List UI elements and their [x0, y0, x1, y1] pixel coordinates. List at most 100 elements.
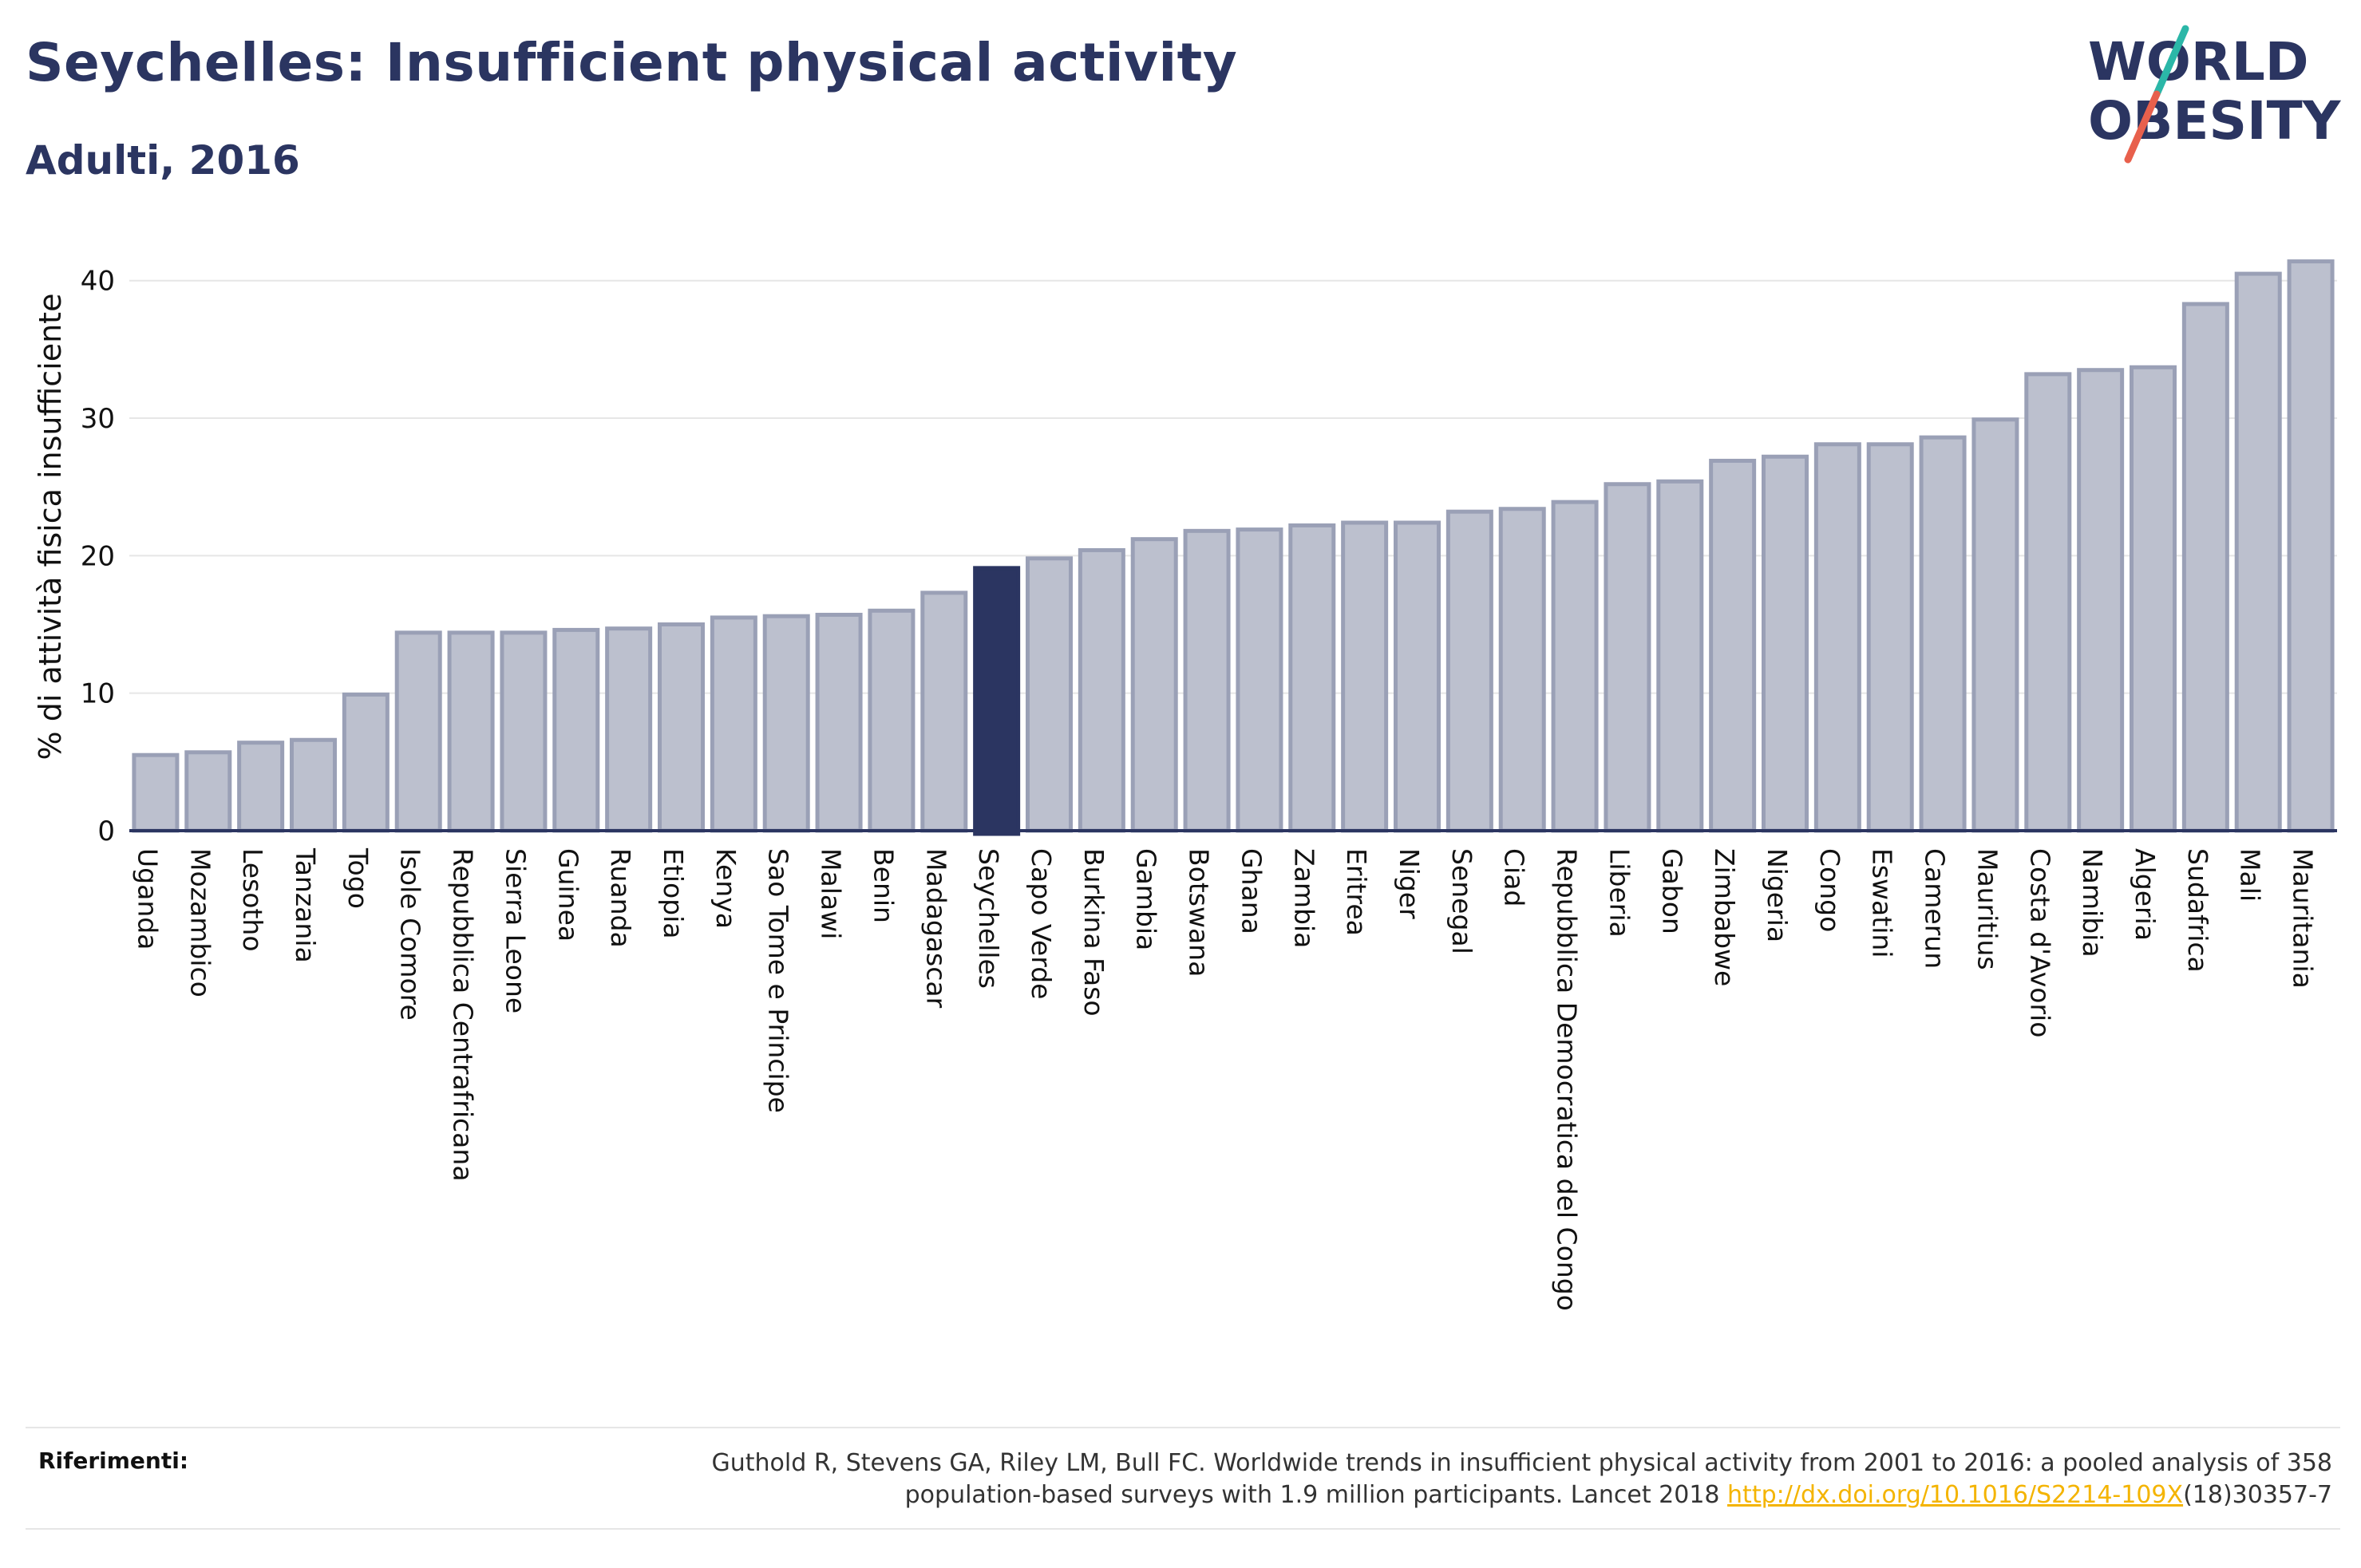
category-labels: Uganda Mozambico Lesotho Tanzania Togo Isole …: [132, 847, 2318, 1311]
references-text: Guthold R, Stevens GA, Riley LM, Bull FC…: [496, 1448, 2332, 1511]
bar-mauritania: [2287, 259, 2335, 833]
bar-mali: [2234, 271, 2282, 833]
x-tick-label: Mauritius: [1971, 848, 2003, 970]
x-tick-label: Costa d'Avorio: [2024, 848, 2055, 1037]
x-tick-label: Madagascar: [920, 848, 951, 1009]
x-tick-label: Togo: [342, 847, 374, 909]
y-axis-label: % di attività fisica insufficiente: [33, 294, 68, 760]
bar-guinea: [552, 627, 600, 833]
bar-zambia: [1288, 523, 1336, 833]
bar-eritrea: [1341, 520, 1389, 833]
x-tick-label: Uganda: [132, 848, 163, 950]
x-tick-label: Namibia: [2077, 848, 2108, 958]
bar-ciad: [1498, 507, 1546, 833]
x-tick-label: Nigeria: [1762, 848, 1793, 942]
x-tick-label: Lesotho: [237, 848, 268, 952]
bar-congo: [1813, 442, 1861, 833]
x-tick-label: Congo: [1814, 848, 1845, 932]
bar-etiopia: [657, 622, 706, 833]
x-tick-label: Camerun: [1920, 848, 1951, 969]
doi-link[interactable]: http://dx.doi.org/10.1016/S2214-109X: [1727, 1481, 2184, 1509]
bar-capo-verde: [1025, 556, 1074, 833]
x-tick-label: Tanzania: [290, 847, 321, 963]
x-tick-label: Mali: [2235, 848, 2266, 902]
x-tick-label: Mauritania: [2288, 848, 2319, 989]
bar-eswatini: [1866, 442, 1914, 833]
bar-chart: 0 10 20 30 40 Uganda Mozambico Lesotho Tanzania…: [33, 259, 2337, 1311]
bar-camerun: [1919, 435, 1967, 833]
x-tick-label: Burkina Faso: [1078, 848, 1109, 1017]
bar-sao-tome-e-principe: [762, 614, 810, 833]
x-tick-label: Repubblica Democratica del Congo: [1552, 848, 1583, 1311]
bar-costa-d-avorio: [2024, 372, 2072, 833]
bar-ghana: [1236, 527, 1283, 833]
bar-isole-comore: [394, 630, 442, 833]
bar-mozambico: [184, 750, 232, 833]
x-tick-label: Seychelles: [973, 848, 1004, 989]
x-tick-label: Sierra Leone: [500, 848, 531, 1013]
chart-title: Seychelles: Insufficient physical activi…: [26, 32, 1238, 93]
x-tick-label: Kenya: [710, 848, 742, 929]
x-tick-label: Gambia: [1131, 848, 1162, 950]
reference-line-2-suffix: (18)30357-7: [2183, 1481, 2332, 1509]
x-tick-label: Ghana: [1236, 848, 1267, 934]
bar-burkina-faso: [1078, 547, 1125, 833]
references-label: Riferimenti:: [38, 1448, 189, 1474]
x-tick-label: Isole Comore: [395, 848, 426, 1021]
bar-liberia: [1604, 482, 1651, 833]
bar-repubblica-centrafricana: [447, 630, 495, 833]
x-tick-label: Capo Verde: [1026, 848, 1057, 999]
y-tick-label: 0: [97, 816, 115, 847]
y-tick-label: 10: [81, 678, 115, 710]
x-tick-label: Malawi: [816, 848, 847, 939]
x-tick-label: Zambia: [1288, 848, 1319, 948]
logo-text-obesity: OBESITY: [2088, 90, 2342, 152]
bar-malawi: [815, 612, 863, 833]
x-tick-label: Guinea: [552, 848, 583, 942]
x-tick-label: Mozambico: [184, 848, 216, 997]
bar-niger: [1393, 520, 1442, 833]
logo-text-world: WORLD: [2088, 31, 2309, 93]
logo-slash-red: [2124, 90, 2161, 164]
bar-benin: [868, 608, 916, 833]
x-tick-label: Eswatini: [1867, 848, 1898, 958]
x-tick-label: Niger: [1394, 848, 1425, 919]
bar-gabon: [1656, 479, 1704, 833]
x-tick-label: Etiopia: [658, 848, 689, 939]
logo-slash-teal: [2153, 25, 2189, 98]
bar-lesotho: [237, 741, 285, 833]
bar-ruanda: [605, 626, 653, 833]
x-tick-label: Gabon: [1656, 848, 1687, 934]
x-tick-label: Eritrea: [1341, 848, 1372, 936]
x-tick-label: Sudafrica: [2182, 848, 2213, 973]
bar-namibia: [2077, 368, 2125, 833]
bar-uganda: [132, 752, 180, 833]
bar-algeria: [2129, 365, 2177, 833]
x-tick-label: Repubblica Centrafricana: [448, 848, 479, 1182]
references-section: Riferimenti: Guthold R, Stevens GA, Rile…: [26, 1427, 2340, 1530]
bar-sierra-leone: [500, 630, 548, 833]
bar-togo: [342, 692, 390, 833]
y-tick-label: 40: [81, 266, 115, 298]
x-tick-label: Sao Tome e Principe: [763, 848, 794, 1113]
x-tick-label: Ciad: [1499, 848, 1530, 906]
bar-kenya: [710, 615, 757, 833]
bar-senegal: [1445, 509, 1493, 833]
reference-line-2: population-based surveys with 1.9 millio…: [904, 1481, 1728, 1509]
y-tick-label: 30: [81, 403, 115, 435]
x-tick-label: Botswana: [1184, 848, 1215, 977]
bar-sudafrica: [2181, 302, 2229, 833]
axes: 0 10 20 30 40: [81, 266, 2337, 847]
bar-zimbabwe: [1709, 458, 1757, 833]
reference-line-1: Guthold R, Stevens GA, Riley LM, Bull FC…: [711, 1449, 2332, 1477]
bar-tanzania: [289, 737, 338, 833]
grid-lines: [129, 279, 2337, 694]
bar-seychelles: [973, 566, 1021, 836]
bar-madagascar: [920, 590, 968, 833]
x-tick-label: Senegal: [1446, 848, 1477, 954]
x-tick-label: Algeria: [2130, 848, 2161, 941]
x-tick-label: Liberia: [1604, 848, 1635, 938]
chart-subtitle: Adulti, 2016: [26, 137, 300, 184]
bars: [132, 259, 2335, 836]
world-obesity-logo: WORLD OBESITY: [2088, 25, 2342, 164]
